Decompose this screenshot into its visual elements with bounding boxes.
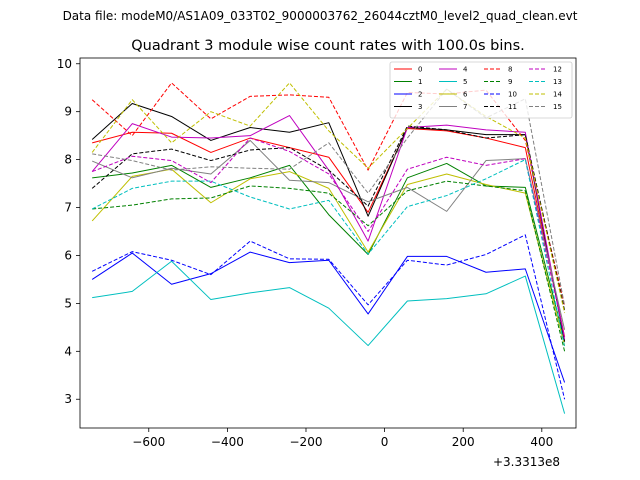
legend-entry-9: 9 — [484, 78, 512, 86]
legend-entry-1: 1 — [394, 78, 422, 86]
series-line-9 — [92, 180, 566, 352]
x-tick-label: 200 — [452, 435, 475, 449]
legend-entry-14: 14 — [529, 91, 562, 99]
legend-label: 6 — [463, 91, 468, 99]
legend-label: 10 — [508, 91, 517, 99]
legend-label: 7 — [463, 103, 467, 111]
y-tick-label: 10 — [57, 57, 72, 71]
series-line-10 — [91, 234, 566, 400]
legend-entry-4: 4 — [439, 66, 468, 74]
legend-label: 11 — [508, 103, 517, 111]
series-line-11 — [91, 125, 566, 311]
legend-entry-7: 7 — [439, 103, 467, 111]
series-line-8 — [91, 82, 566, 306]
legend-box — [389, 61, 573, 119]
legend-label: 14 — [553, 91, 562, 99]
chart-title: Quadrant 3 module wise count rates with … — [131, 38, 525, 54]
legend-label: 5 — [463, 78, 467, 86]
legend-entry-0: 0 — [394, 66, 422, 74]
series-line-2 — [91, 251, 566, 383]
x-axis: −600 −400 −200 0 200 400 — [132, 428, 553, 449]
legend-label: 0 — [418, 66, 422, 74]
y-tick-label: 7 — [64, 201, 72, 215]
legend-entry-15: 15 — [529, 103, 562, 111]
y-tick-label: 9 — [64, 105, 72, 119]
legend-label: 9 — [508, 78, 512, 86]
x-tick-label: −200 — [290, 435, 323, 449]
x-tick-label: −600 — [132, 435, 165, 449]
legend-entry-12: 12 — [529, 66, 562, 74]
legend-label: 12 — [553, 66, 562, 74]
legend-entry-11: 11 — [484, 103, 517, 111]
x-tick-label: −400 — [211, 435, 244, 449]
y-tick-label: 8 — [64, 153, 72, 167]
y-axis: 3 4 5 6 7 8 9 10 — [57, 57, 80, 406]
legend-entry-8: 8 — [484, 66, 512, 74]
x-tick-label: 400 — [530, 435, 553, 449]
series-line-14 — [91, 82, 566, 314]
legend-label: 4 — [463, 66, 468, 74]
series-layer — [91, 82, 566, 414]
y-tick-label: 5 — [64, 296, 72, 310]
legend-label: 13 — [553, 78, 562, 86]
legend-label: 1 — [418, 78, 422, 86]
legend-entry-5: 5 — [439, 78, 467, 86]
file-supertitle: Data file: modeM0/AS1A09_033T02_90000037… — [63, 9, 578, 23]
legend-entry-6: 6 — [439, 91, 468, 99]
series-line-7 — [91, 139, 566, 330]
y-tick-label: 3 — [64, 392, 72, 406]
series-line-3 — [91, 103, 566, 342]
legend-label: 2 — [418, 91, 422, 99]
series-line-6 — [91, 168, 566, 346]
x-tick-label: 0 — [381, 435, 389, 449]
series-line-5 — [92, 260, 566, 414]
series-line-12 — [92, 137, 566, 338]
legend-entry-13: 13 — [529, 78, 562, 86]
series-line-13 — [91, 159, 566, 347]
legend-entry-2: 2 — [394, 91, 422, 99]
legend-entry-3: 3 — [394, 103, 422, 111]
y-tick-label: 6 — [64, 248, 72, 262]
legend-label: 8 — [508, 66, 512, 74]
legend-label: 15 — [553, 103, 562, 111]
plot-area — [80, 58, 576, 428]
y-tick-label: 4 — [64, 344, 72, 358]
legend-label: 3 — [418, 103, 422, 111]
x-offset-label: +3.3313e8 — [493, 455, 560, 469]
plot-frame — [79, 57, 577, 429]
legend-entry-10: 10 — [484, 91, 517, 99]
